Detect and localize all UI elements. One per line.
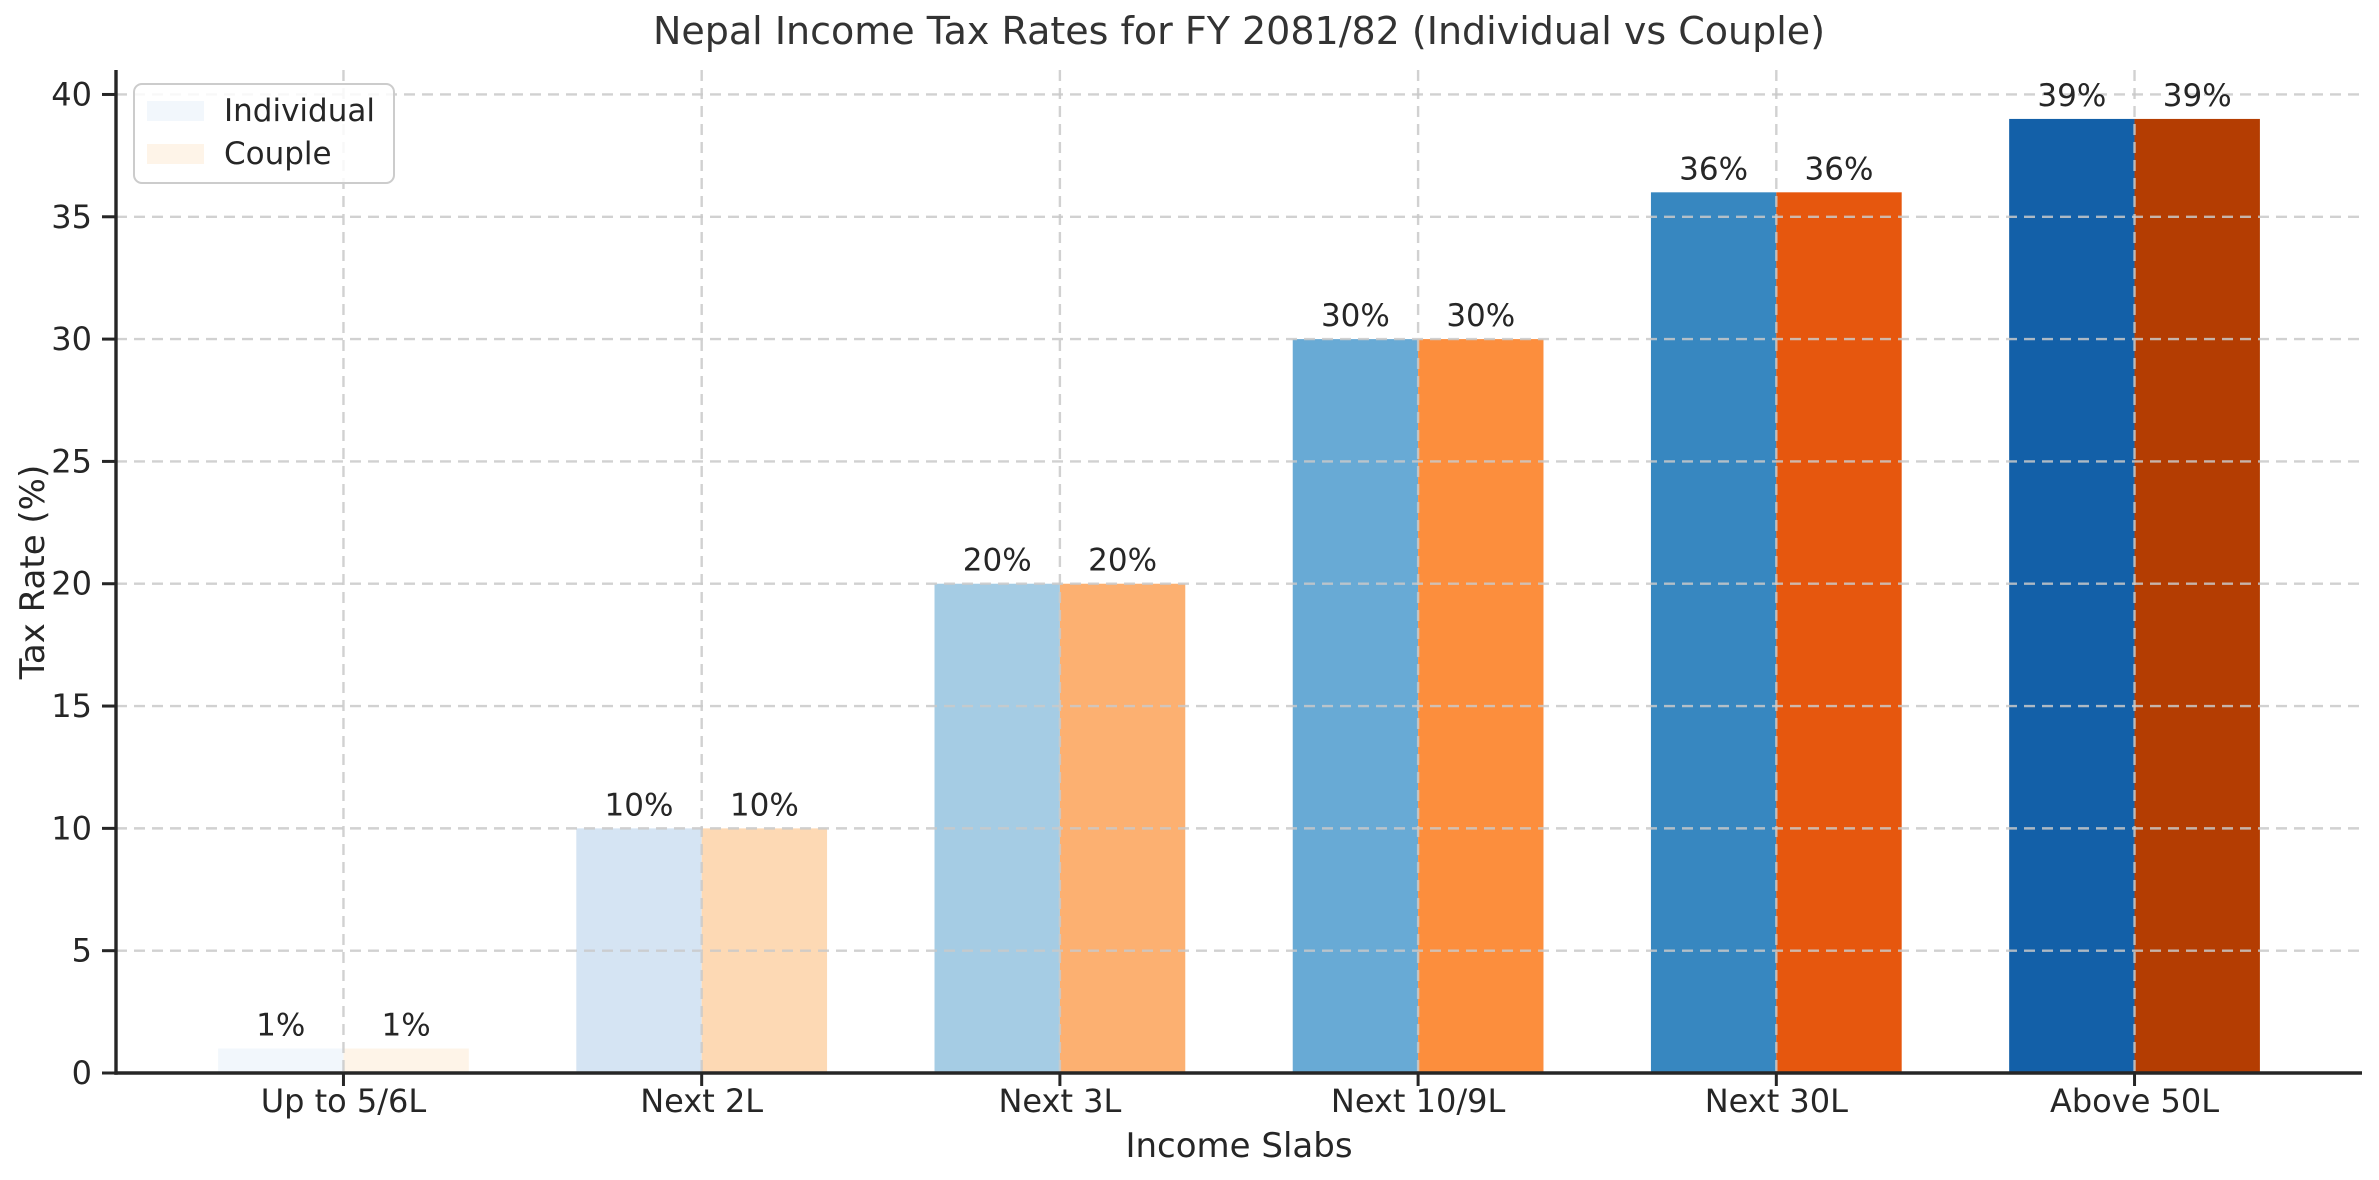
x-tick-label-2: Next 3L — [998, 1082, 1121, 1120]
bar-value-label-individual-1: 10% — [605, 787, 674, 823]
bar-value-label-couple-4: 36% — [1805, 151, 1874, 187]
x-tick-label-1: Next 2L — [640, 1082, 763, 1120]
bar-value-label-couple-0: 1% — [382, 1008, 431, 1044]
y-axis-label: Tax Rate (%) — [13, 464, 53, 680]
y-tick-label-20: 20 — [51, 565, 92, 603]
bar-value-label-individual-4: 36% — [1679, 151, 1748, 187]
bar-value-label-individual-0: 1% — [256, 1008, 305, 1044]
bar-value-label-individual-3: 30% — [1321, 298, 1390, 334]
y-tick-label-15: 15 — [51, 687, 92, 725]
bar-individual-5 — [2009, 118, 2135, 1074]
legend-label-couple: Couple — [224, 136, 332, 172]
bar-couple-0 — [343, 1048, 469, 1073]
bar-couple-5 — [2134, 118, 2260, 1074]
legend-entry-couple: Couple — [147, 137, 375, 171]
y-tick-label-35: 35 — [51, 198, 92, 236]
y-tick-label-10: 10 — [51, 809, 92, 847]
x-tick-label-5: Above 50L — [2050, 1082, 2219, 1120]
x-axis-label: Income Slabs — [1125, 1126, 1353, 1166]
y-tick-label-40: 40 — [51, 75, 92, 113]
x-tick-label-4: Next 30L — [1705, 1082, 1848, 1120]
bar-value-label-individual-5: 39% — [2037, 78, 2106, 114]
y-tick-label-0: 0 — [72, 1054, 92, 1092]
bar-individual-0 — [218, 1048, 344, 1073]
bar-value-label-individual-2: 20% — [963, 543, 1032, 579]
bar-individual-4 — [1650, 192, 1777, 1073]
legend-swatch-couple — [147, 144, 204, 164]
x-tick-label-3: Next 10/9L — [1331, 1082, 1506, 1120]
legend-swatch-individual — [147, 101, 204, 121]
x-tick-label-0: Up to 5/6L — [261, 1082, 427, 1120]
bar-value-label-couple-1: 10% — [730, 787, 799, 823]
legend-entry-individual: Individual — [147, 94, 375, 128]
bar-value-label-couple-5: 39% — [2163, 78, 2232, 114]
y-tick-label-30: 30 — [51, 320, 92, 358]
y-tick-label-25: 25 — [51, 442, 92, 480]
bar-couple-4 — [1776, 192, 1902, 1073]
chart-title: Nepal Income Tax Rates for FY 2081/82 (I… — [652, 9, 1826, 53]
legend: Individual Couple — [133, 83, 395, 184]
bar-value-label-couple-3: 30% — [1446, 298, 1515, 334]
legend-label-individual: Individual — [224, 93, 375, 129]
y-tick-label-5: 5 — [72, 932, 92, 970]
bar-value-label-couple-2: 20% — [1088, 543, 1157, 579]
